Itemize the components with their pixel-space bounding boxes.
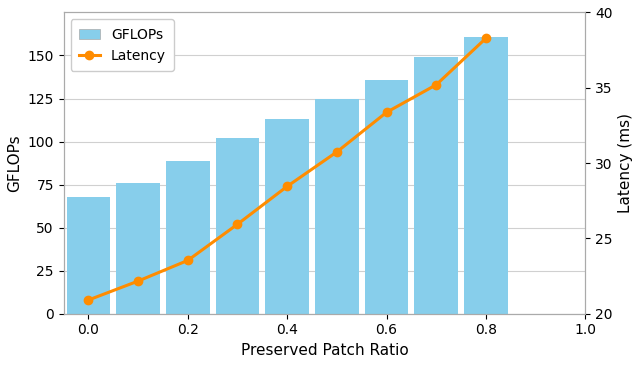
Bar: [414, 57, 458, 314]
Legend: GFLOPs, Latency: GFLOPs, Latency: [70, 19, 174, 71]
Bar: [365, 80, 408, 314]
Bar: [116, 183, 160, 314]
Bar: [266, 119, 309, 314]
Y-axis label: Latency (ms): Latency (ms): [618, 113, 633, 213]
X-axis label: Preserved Patch Ratio: Preserved Patch Ratio: [241, 343, 408, 358]
Bar: [464, 36, 508, 314]
Bar: [315, 99, 358, 314]
Bar: [166, 161, 210, 314]
Bar: [67, 197, 110, 314]
Y-axis label: GFLOPs: GFLOPs: [7, 134, 22, 192]
Bar: [216, 138, 259, 314]
